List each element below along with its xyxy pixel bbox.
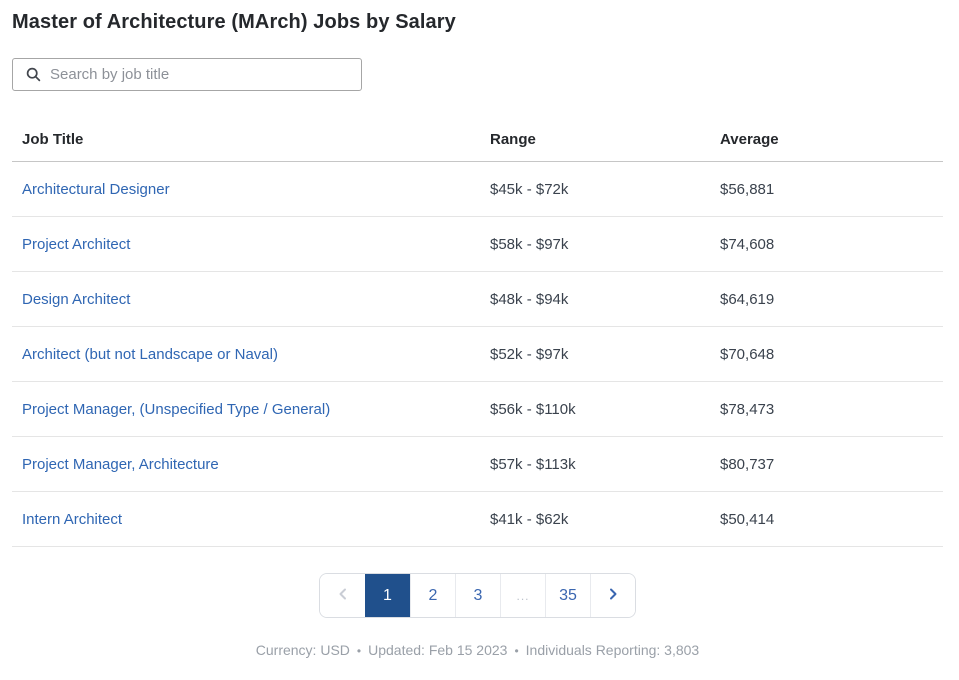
salary-average: $78,473 — [720, 400, 775, 418]
footer-separator: • — [514, 644, 519, 658]
salary-range: $48k - $94k — [490, 290, 569, 308]
job-title-link[interactable]: Design Architect — [22, 290, 131, 308]
table-row: Intern Architect $41k - $62k $50,414 — [12, 492, 943, 547]
job-title-link[interactable]: Architectural Designer — [22, 180, 170, 198]
footer-separator: • — [356, 644, 362, 658]
salary-range: $41k - $62k — [490, 510, 569, 528]
salary-average: $64,619 — [720, 290, 775, 308]
pagination-prev-button[interactable] — [320, 574, 365, 617]
column-header-job-title: Job Title — [22, 130, 84, 148]
salary-range: $58k - $97k — [490, 235, 569, 253]
salary-average: $70,648 — [720, 345, 775, 363]
table-row: Project Manager, (Unspecified Type / Gen… — [12, 382, 943, 437]
search-icon — [26, 67, 41, 82]
salary-table: Job Title Range Average Architectural De… — [12, 117, 943, 547]
search-box[interactable] — [12, 58, 362, 91]
table-row: Design Architect $48k - $94k $64,619 — [12, 272, 943, 327]
job-title-link[interactable]: Intern Architect — [22, 510, 123, 528]
chevron-right-icon — [608, 587, 618, 605]
column-header-average: Average — [720, 130, 779, 148]
salary-range: $45k - $72k — [490, 180, 569, 198]
job-title-link[interactable]: Project Architect — [22, 235, 131, 253]
search-input[interactable] — [50, 66, 351, 83]
footer-meta: Currency: USD • Updated: Feb 15 2023 • Indiv… — [12, 642, 943, 658]
pagination-page-button[interactable]: 35 — [545, 574, 590, 617]
chevron-left-icon — [338, 587, 348, 605]
salary-range: $56k - $110k — [490, 400, 576, 418]
salary-average: $56,881 — [720, 180, 775, 198]
job-title-link[interactable]: Architect (but not Landscape or Naval) — [22, 345, 278, 363]
page-title: Master of Architecture (MArch) Jobs by S… — [12, 11, 456, 33]
pagination-ellipsis: ... — [500, 574, 545, 617]
pagination: 1 2 3... 35 — [319, 573, 636, 618]
table-row: Project Architect $58k - $97k $74,608 — [12, 217, 943, 272]
page-container: Master of Architecture (MArch) Jobs by S… — [12, 11, 943, 658]
pagination-page-button-active[interactable]: 1 — [365, 574, 410, 617]
salary-average: $74,608 — [720, 235, 775, 253]
pagination-page-button[interactable]: 3 — [455, 574, 500, 617]
table-row: Architect (but not Landscape or Naval) $… — [12, 327, 943, 382]
salary-range: $57k - $113k — [490, 455, 576, 473]
footer-individuals-reporting: Individuals Reporting: 3,803 — [525, 642, 700, 658]
salary-average: $80,737 — [720, 455, 775, 473]
pagination-wrap: 1 2 3... 35 — [12, 573, 943, 618]
pagination-page-button[interactable]: 2 — [410, 574, 455, 617]
column-header-range: Range — [490, 130, 536, 148]
salary-range: $52k - $97k — [490, 345, 569, 363]
table-row: Project Manager, Architecture $57k - $11… — [12, 437, 943, 492]
footer-currency: Currency: USD — [255, 642, 350, 658]
job-title-link[interactable]: Project Manager, (Unspecified Type / Gen… — [22, 400, 331, 418]
table-header-row: Job Title Range Average — [12, 117, 943, 162]
pagination-next-button[interactable] — [590, 574, 635, 617]
salary-average: $50,414 — [720, 510, 775, 528]
job-title-link[interactable]: Project Manager, Architecture — [22, 455, 219, 473]
table-body: Architectural Designer $45k - $72k $56,8… — [12, 162, 943, 547]
footer-updated: Updated: Feb 15 2023 — [368, 642, 508, 658]
table-row: Architectural Designer $45k - $72k $56,8… — [12, 162, 943, 217]
